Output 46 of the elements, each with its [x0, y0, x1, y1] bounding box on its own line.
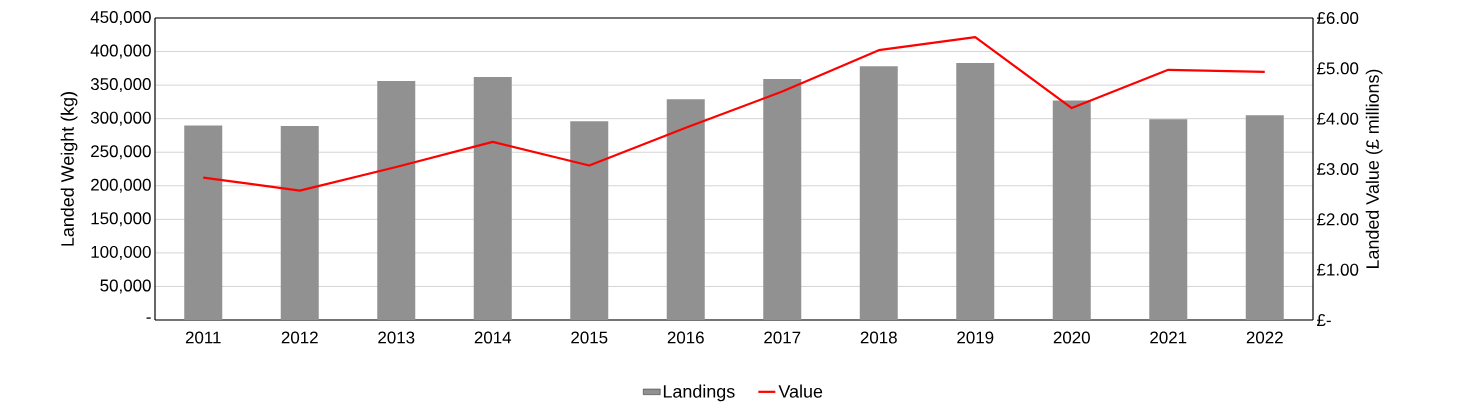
y-tick-label: 350,000 [90, 78, 151, 93]
y-tick-label: 100,000 [91, 245, 151, 260]
bar [184, 125, 223, 320]
line-series [202, 36, 1266, 192]
bar [763, 79, 802, 320]
bar [956, 62, 995, 320]
x-tick-label: 2013 [378, 331, 415, 344]
x-tick-label: 2016 [667, 331, 704, 344]
y-tick-label: 400,000 [90, 44, 151, 59]
x-tick-label: 2022 [1246, 331, 1283, 344]
bar [666, 99, 705, 320]
bar [1245, 115, 1284, 320]
bar [280, 126, 319, 320]
bar [377, 81, 416, 320]
bar [859, 66, 898, 320]
bar [473, 77, 512, 320]
x-tick-label: 2014 [474, 331, 512, 344]
x-tick-label: 2011 [185, 331, 221, 344]
y2-tick-label: £1.00 [1317, 263, 1359, 276]
y2-axis-title: Landed Value (£ millions) [1365, 69, 1383, 269]
y-tick-label: 150,000 [91, 212, 151, 227]
y-tick-label: 200,000 [91, 178, 151, 193]
y-tick-label: 450,000 [90, 11, 151, 25]
legend-label: Value [778, 384, 823, 398]
y-tick-label: 250,000 [91, 145, 151, 160]
y-tick-label: 50,000 [100, 279, 151, 294]
x-tick-label: 2012 [281, 331, 318, 344]
x-tick-label: 2018 [860, 331, 897, 344]
bar [570, 121, 609, 320]
y2-tick-label: £- [1317, 314, 1331, 326]
y2-tick-label: £2.00 [1317, 213, 1359, 226]
x-tick-label: 2021 [1150, 331, 1187, 344]
x-tick-label: 2020 [1053, 331, 1090, 344]
y2-tick-label: £5.00 [1317, 62, 1359, 75]
bar [1149, 119, 1188, 320]
x-tick-label: 2017 [764, 331, 801, 344]
y-tick-label: 300,000 [90, 111, 151, 126]
y2-tick-label: £3.00 [1317, 163, 1359, 175]
y-tick-label: - [146, 317, 151, 319]
y2-tick-label: £6.00 [1317, 12, 1359, 24]
bar [1052, 100, 1091, 320]
y2-tick-label: £4.00 [1317, 112, 1359, 125]
x-tick-label: 2015 [571, 331, 608, 344]
legend-label: Landings [663, 384, 735, 402]
y-axis-title: Landed Weight (kg) [60, 92, 78, 246]
x-tick-label: 2019 [957, 331, 994, 344]
